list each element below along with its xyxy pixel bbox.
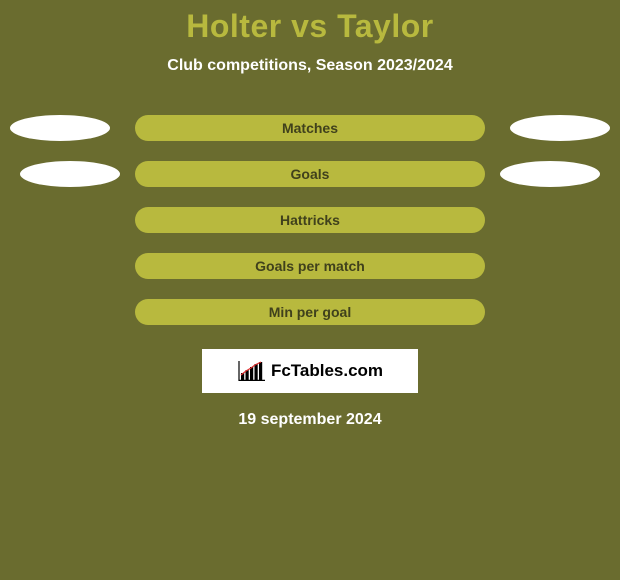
metrics-list: Matches Goals Hattricks Goals per match …	[0, 115, 620, 325]
metric-label: Goals	[291, 166, 330, 182]
metric-row-hattricks: Hattricks	[0, 207, 620, 233]
bar-chart-icon	[237, 361, 265, 381]
metric-bar: Min per goal	[135, 299, 485, 325]
page-title: Holter vs Taylor	[0, 0, 620, 45]
comparison-card: Holter vs Taylor Club competitions, Seas…	[0, 0, 620, 580]
left-value-ellipse	[10, 115, 110, 141]
metric-label: Goals per match	[255, 258, 365, 274]
metric-bar: Matches	[135, 115, 485, 141]
metric-row-goals: Goals	[0, 161, 620, 187]
metric-label: Hattricks	[280, 212, 340, 228]
metric-bar: Goals per match	[135, 253, 485, 279]
metric-bar: Goals	[135, 161, 485, 187]
metric-bar: Hattricks	[135, 207, 485, 233]
left-value-ellipse	[20, 161, 120, 187]
metric-row-goals-per-match: Goals per match	[0, 253, 620, 279]
metric-row-min-per-goal: Min per goal	[0, 299, 620, 325]
metric-label: Matches	[282, 120, 338, 136]
metric-label: Min per goal	[269, 304, 351, 320]
logo-box: FcTables.com	[202, 349, 418, 393]
right-value-ellipse	[500, 161, 600, 187]
right-value-ellipse	[510, 115, 610, 141]
metric-row-matches: Matches	[0, 115, 620, 141]
logo-text: FcTables.com	[271, 361, 383, 381]
date-text: 19 september 2024	[0, 411, 620, 429]
subtitle: Club competitions, Season 2023/2024	[0, 57, 620, 75]
